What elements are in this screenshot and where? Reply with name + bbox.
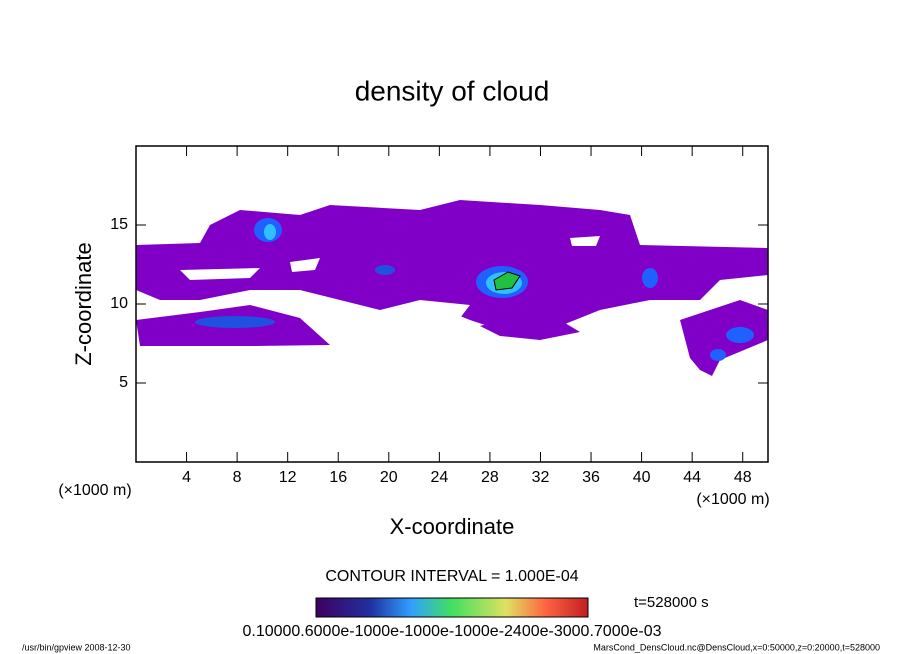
y-axis-label: Z-coordinate (71, 242, 96, 366)
x-tick-label: 4 (182, 469, 191, 486)
contour-interval: CONTOUR INTERVAL = 1.000E-04 (325, 568, 578, 585)
x-unit-label: (×1000 m) (58, 482, 131, 499)
x-tick-label: 20 (380, 469, 398, 486)
x-tick-label: 8 (233, 469, 242, 486)
contour-field (136, 200, 768, 376)
chart-title: density of cloud (355, 75, 550, 106)
y-tick-label: 10 (110, 295, 128, 312)
x-unit-label: (×1000 m) (696, 491, 769, 508)
colorbar-labels: 0.10000.6000e-1000e-1000e-1000e-2400e-30… (242, 623, 661, 640)
x-tick-label: 12 (279, 469, 297, 486)
footer-right: MarsCond_DensCloud.nc@DensCloud,x=0:5000… (593, 642, 880, 652)
x-tick-label: 48 (734, 469, 752, 486)
time-label: t=528000 s (634, 594, 709, 611)
x-tick-label: 32 (532, 469, 550, 486)
footer-left: /usr/bin/gpview 2008-12-30 (22, 642, 131, 652)
x-tick-label: 24 (430, 469, 448, 486)
x-tick-label: 44 (683, 469, 701, 486)
x-tick-label: 28 (481, 469, 499, 486)
x-axis-label: X-coordinate (390, 514, 515, 539)
y-tick-label: 5 (119, 374, 128, 391)
colorbar (315, 597, 589, 618)
y-tick-label: 15 (110, 216, 128, 233)
x-tick-label: 16 (329, 469, 347, 486)
x-tick-label: 36 (582, 469, 600, 486)
x-tick-label: 40 (633, 469, 651, 486)
